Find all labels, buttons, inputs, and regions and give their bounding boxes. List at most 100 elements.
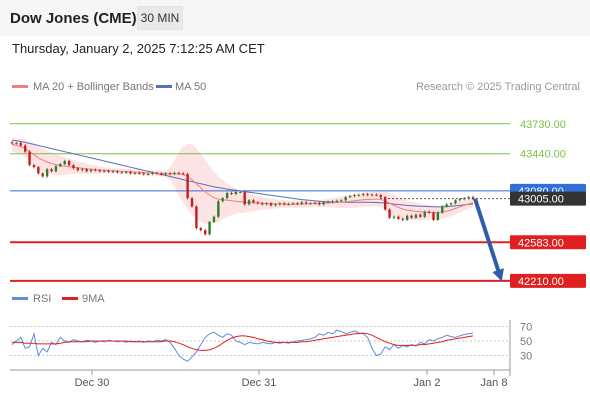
candle-body bbox=[463, 198, 466, 200]
x-axis-ticks: Dec 30 Dec 31 Jan 2 Jan 8 bbox=[75, 370, 507, 389]
candle-body bbox=[85, 169, 88, 172]
candle-body bbox=[50, 169, 53, 172]
candle-body bbox=[353, 195, 356, 197]
support_2-label: 42210.00 bbox=[518, 276, 564, 288]
candle-body bbox=[120, 172, 123, 174]
ma20-legend-swatch bbox=[12, 85, 28, 88]
candle-body bbox=[370, 194, 374, 196]
rsi-tick-50: 50 bbox=[520, 336, 532, 348]
candle-body bbox=[375, 194, 378, 196]
candle-body bbox=[318, 202, 321, 205]
candle-body bbox=[269, 203, 273, 206]
moving-averages bbox=[11, 139, 474, 214]
candle-body bbox=[32, 165, 36, 168]
candle-body bbox=[133, 172, 137, 174]
candle-body bbox=[335, 200, 339, 202]
timeframe-tab[interactable]: 30 MIN bbox=[137, 6, 183, 30]
rsi-legend-label: RSI bbox=[33, 293, 51, 305]
candle-body bbox=[203, 230, 207, 235]
x-tick-label: Jan 2 bbox=[414, 377, 441, 389]
candle-body bbox=[124, 171, 128, 173]
support_1-label-box bbox=[510, 235, 586, 250]
candle-body bbox=[63, 160, 66, 165]
candle-body bbox=[287, 203, 290, 205]
candle-body bbox=[397, 216, 400, 219]
candle-body bbox=[243, 191, 246, 205]
candle-body bbox=[454, 200, 457, 204]
candle-body bbox=[72, 165, 75, 169]
candle-body bbox=[190, 198, 194, 207]
candle-body bbox=[59, 164, 62, 167]
candle-body bbox=[401, 218, 404, 220]
candle-body bbox=[304, 202, 308, 204]
candle-body bbox=[103, 170, 106, 172]
current-label: 43005.00 bbox=[518, 194, 564, 206]
current-label-box bbox=[510, 191, 586, 206]
candle-body bbox=[225, 193, 229, 199]
candle-body bbox=[419, 214, 422, 217]
candle-body bbox=[54, 166, 58, 172]
candle-body bbox=[256, 202, 260, 204]
candle-body bbox=[278, 203, 282, 205]
forecast-arrow-shaft bbox=[473, 198, 502, 277]
chart-header: Dow Jones (CME) 30 MIN bbox=[0, 0, 590, 36]
candle-body bbox=[107, 170, 110, 172]
candle-body bbox=[76, 168, 80, 171]
bollinger-bands bbox=[12, 137, 473, 224]
candle-body bbox=[19, 142, 22, 146]
candle-body bbox=[182, 173, 185, 175]
price-levels bbox=[10, 123, 510, 282]
candle-body bbox=[138, 172, 141, 174]
candles bbox=[10, 141, 475, 236]
bollinger-band-area bbox=[12, 137, 473, 224]
candle-body bbox=[467, 197, 470, 199]
rsi-ma9-line bbox=[12, 332, 474, 351]
candle-body bbox=[168, 173, 172, 175]
candle-body bbox=[173, 172, 176, 174]
candle-body bbox=[208, 221, 211, 235]
candle-body bbox=[199, 228, 202, 231]
ma50-legend-swatch bbox=[156, 85, 172, 88]
candle-body bbox=[388, 209, 391, 218]
candle-body bbox=[155, 172, 159, 174]
x-tick-label: Dec 31 bbox=[242, 377, 277, 389]
candle-body bbox=[449, 203, 453, 205]
candle-body bbox=[212, 216, 216, 222]
candle-body bbox=[410, 215, 413, 218]
timestamp: Thursday, January 2, 2025 7:12:25 AM CET bbox=[12, 41, 265, 56]
candle-body bbox=[405, 215, 409, 220]
candle-body bbox=[414, 214, 418, 218]
candle-body bbox=[283, 203, 286, 205]
price-level-labels: 43730.0043440.0043080.0043005.0042583.00… bbox=[510, 119, 586, 288]
resistance_1-label: 43440.00 bbox=[520, 149, 566, 161]
credit-text: Research © 2025 Trading Central bbox=[416, 81, 580, 93]
candle-body bbox=[15, 142, 18, 144]
forecast-arrow-head bbox=[492, 268, 504, 282]
candle-body bbox=[265, 203, 268, 205]
candle-body bbox=[322, 202, 325, 205]
candle-body bbox=[45, 169, 49, 177]
candle-body bbox=[362, 194, 365, 196]
candle-body bbox=[344, 197, 347, 201]
resistance_2-label: 43730.00 bbox=[520, 119, 566, 131]
candle-body bbox=[300, 202, 303, 204]
ma50-line bbox=[11, 139, 474, 208]
candle-body bbox=[392, 216, 396, 218]
x-tick-label: Dec 30 bbox=[75, 377, 110, 389]
candle-body bbox=[81, 169, 84, 171]
rsi-line bbox=[11, 329, 474, 362]
candle-body bbox=[116, 171, 119, 173]
candle-body bbox=[89, 169, 93, 172]
forecast-arrow bbox=[473, 198, 504, 282]
candle-body bbox=[348, 196, 352, 198]
candle-body bbox=[296, 203, 299, 205]
candle-body bbox=[458, 199, 462, 201]
candle-body bbox=[252, 200, 255, 203]
candle-body bbox=[67, 160, 71, 166]
candle-body bbox=[177, 172, 181, 174]
candle-body bbox=[313, 202, 317, 204]
candle-body bbox=[146, 173, 150, 175]
candle-body bbox=[291, 203, 295, 205]
ma9-legend-label: 9MA bbox=[82, 293, 105, 305]
